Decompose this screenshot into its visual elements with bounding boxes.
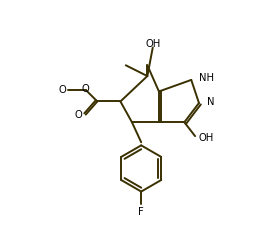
Text: O: O [75, 110, 83, 120]
Text: NH: NH [199, 73, 214, 83]
Text: O: O [82, 84, 90, 94]
Text: O: O [59, 85, 67, 95]
Text: OH: OH [145, 39, 160, 50]
Text: F: F [138, 207, 144, 217]
Text: N: N [207, 97, 214, 107]
Text: OH: OH [198, 133, 214, 143]
